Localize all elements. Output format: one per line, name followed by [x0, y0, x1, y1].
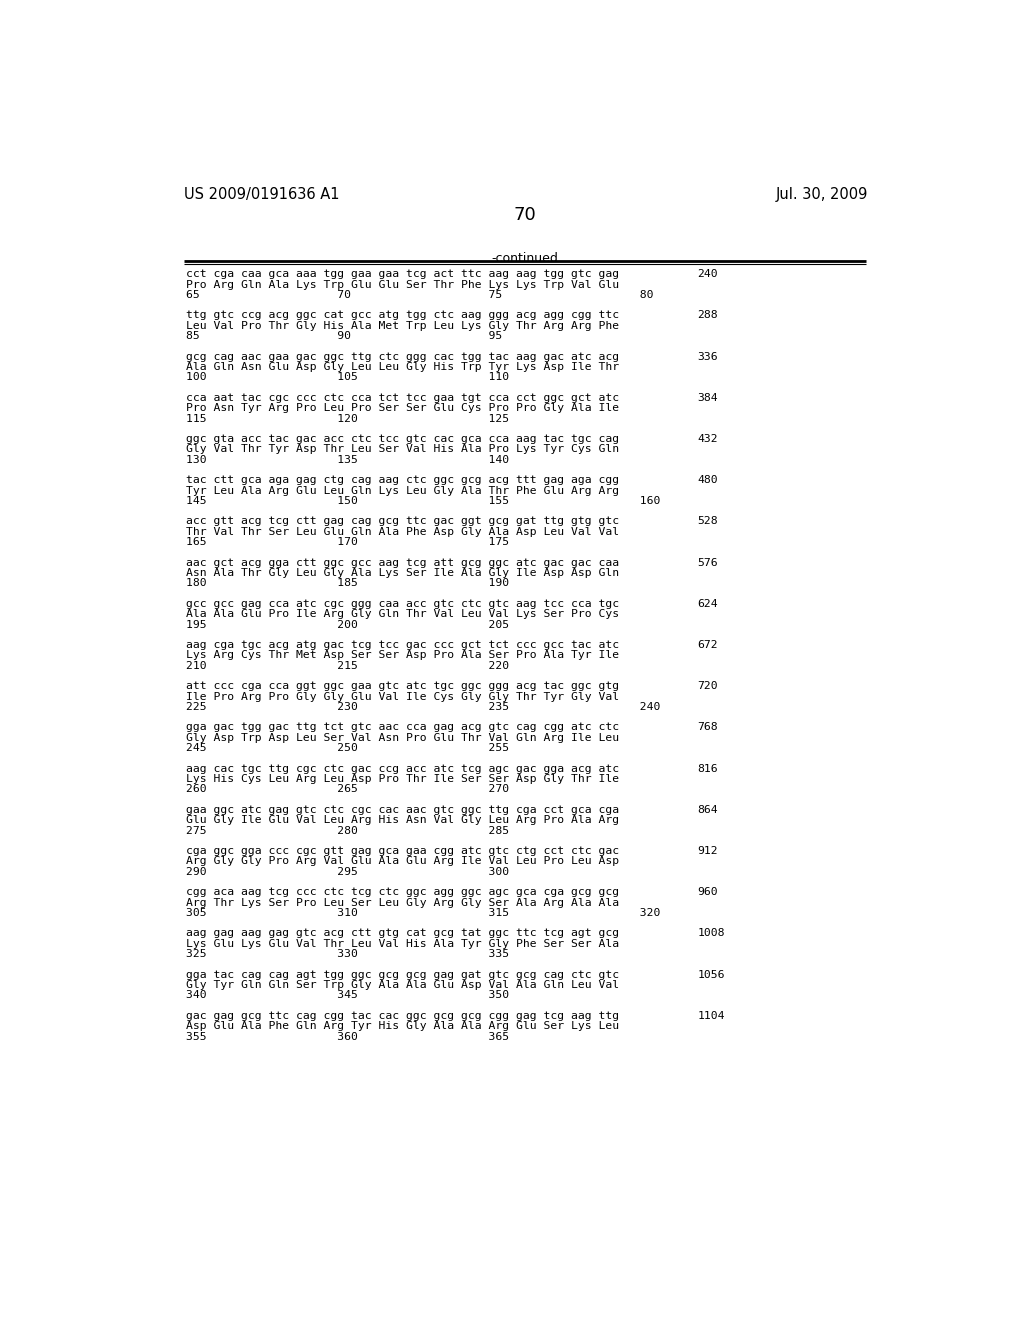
Text: gaa ggc atc gag gtc ctc cgc cac aac gtc ggc ttg cga cct gca cga: gaa ggc atc gag gtc ctc cgc cac aac gtc … [186, 805, 620, 814]
Text: 1008: 1008 [697, 928, 725, 939]
Text: Ala Ala Glu Pro Ile Arg Gly Gln Thr Val Leu Val Lys Ser Pro Cys: Ala Ala Glu Pro Ile Arg Gly Gln Thr Val … [186, 610, 620, 619]
Text: Lys Arg Cys Thr Met Asp Ser Ser Asp Pro Ala Ser Pro Ala Tyr Ile: Lys Arg Cys Thr Met Asp Ser Ser Asp Pro … [186, 651, 620, 660]
Text: 275                   280                   285: 275 280 285 [186, 825, 509, 836]
Text: ggc gta acc tac gac acc ctc tcc gtc cac gca cca aag tac tgc cag: ggc gta acc tac gac acc ctc tcc gtc cac … [186, 434, 620, 444]
Text: aag gag aag gag gtc acg ctt gtg cat gcg tat ggc ttc tcg agt gcg: aag gag aag gag gtc acg ctt gtg cat gcg … [186, 928, 620, 939]
Text: 340                   345                   350: 340 345 350 [186, 990, 509, 1001]
Text: cct cga caa gca aaa tgg gaa gaa tcg act ttc aag aag tgg gtc gag: cct cga caa gca aaa tgg gaa gaa tcg act … [186, 269, 620, 280]
Text: 290                   295                   300: 290 295 300 [186, 867, 509, 876]
Text: 165                   170                   175: 165 170 175 [186, 537, 509, 548]
Text: Tyr Leu Ala Arg Glu Leu Gln Lys Leu Gly Ala Thr Phe Glu Arg Arg: Tyr Leu Ala Arg Glu Leu Gln Lys Leu Gly … [186, 486, 620, 495]
Text: 960: 960 [697, 887, 718, 898]
Text: 384: 384 [697, 393, 718, 403]
Text: aag cac tgc ttg cgc ctc gac ccg acc atc tcg agc gac gga acg atc: aag cac tgc ttg cgc ctc gac ccg acc atc … [186, 763, 620, 774]
Text: 225                   230                   235                   240: 225 230 235 240 [186, 702, 660, 711]
Text: 912: 912 [697, 846, 718, 855]
Text: Jul. 30, 2009: Jul. 30, 2009 [776, 187, 868, 202]
Text: 432: 432 [697, 434, 718, 444]
Text: 768: 768 [697, 722, 718, 733]
Text: 245                   250                   255: 245 250 255 [186, 743, 509, 754]
Text: Ile Pro Arg Pro Gly Gly Glu Val Ile Cys Gly Gly Thr Tyr Gly Val: Ile Pro Arg Pro Gly Gly Glu Val Ile Cys … [186, 692, 620, 702]
Text: Pro Arg Gln Ala Lys Trp Glu Glu Ser Thr Phe Lys Lys Trp Val Glu: Pro Arg Gln Ala Lys Trp Glu Glu Ser Thr … [186, 280, 620, 289]
Text: Lys Glu Lys Glu Val Thr Leu Val His Ala Tyr Gly Phe Ser Ser Ala: Lys Glu Lys Glu Val Thr Leu Val His Ala … [186, 939, 620, 949]
Text: 288: 288 [697, 310, 718, 321]
Text: gac gag gcg ttc cag cgg tac cac ggc gcg gcg cgg gag tcg aag ttg: gac gag gcg ttc cag cgg tac cac ggc gcg … [186, 1011, 620, 1020]
Text: 576: 576 [697, 557, 718, 568]
Text: gcc gcc gag cca atc cgc ggg caa acc gtc ctc gtc aag tcc cca tgc: gcc gcc gag cca atc cgc ggg caa acc gtc … [186, 599, 620, 609]
Text: Gly Asp Trp Asp Leu Ser Val Asn Pro Glu Thr Val Gln Arg Ile Leu: Gly Asp Trp Asp Leu Ser Val Asn Pro Glu … [186, 733, 620, 743]
Text: att ccc cga cca ggt ggc gaa gtc atc tgc ggc ggg acg tac ggc gtg: att ccc cga cca ggt ggc gaa gtc atc tgc … [186, 681, 620, 692]
Text: 115                   120                   125: 115 120 125 [186, 413, 509, 424]
Text: gcg cag aac gaa gac ggc ttg ctc ggg cac tgg tac aag gac atc acg: gcg cag aac gaa gac ggc ttg ctc ggg cac … [186, 351, 620, 362]
Text: 355                   360                   365: 355 360 365 [186, 1032, 509, 1041]
Text: Lys His Cys Leu Arg Leu Asp Pro Thr Ile Ser Ser Asp Gly Thr Ile: Lys His Cys Leu Arg Leu Asp Pro Thr Ile … [186, 774, 620, 784]
Text: tac ctt gca aga gag ctg cag aag ctc ggc gcg acg ttt gag aga cgg: tac ctt gca aga gag ctg cag aag ctc ggc … [186, 475, 620, 486]
Text: 624: 624 [697, 599, 718, 609]
Text: 70: 70 [513, 206, 537, 224]
Text: cgg aca aag tcg ccc ctc tcg ctc ggc agg ggc agc gca cga gcg gcg: cgg aca aag tcg ccc ctc tcg ctc ggc agg … [186, 887, 620, 898]
Text: ttg gtc ccg acg ggc cat gcc atg tgg ctc aag ggg acg agg cgg ttc: ttg gtc ccg acg ggc cat gcc atg tgg ctc … [186, 310, 620, 321]
Text: 720: 720 [697, 681, 718, 692]
Text: 145                   150                   155                   160: 145 150 155 160 [186, 496, 660, 506]
Text: gga gac tgg gac ttg tct gtc aac cca gag acg gtc cag cgg atc ctc: gga gac tgg gac ttg tct gtc aac cca gag … [186, 722, 620, 733]
Text: 65                    70                    75                    80: 65 70 75 80 [186, 290, 653, 300]
Text: 325                   330                   335: 325 330 335 [186, 949, 509, 960]
Text: 85                    90                    95: 85 90 95 [186, 331, 503, 342]
Text: Thr Val Thr Ser Leu Glu Gln Ala Phe Asp Gly Ala Asp Leu Val Val: Thr Val Thr Ser Leu Glu Gln Ala Phe Asp … [186, 527, 620, 537]
Text: acc gtt acg tcg ctt gag cag gcg ttc gac ggt gcg gat ttg gtg gtc: acc gtt acg tcg ctt gag cag gcg ttc gac … [186, 516, 620, 527]
Text: 195                   200                   205: 195 200 205 [186, 619, 509, 630]
Text: 336: 336 [697, 351, 718, 362]
Text: 100                   105                   110: 100 105 110 [186, 372, 509, 383]
Text: 180                   185                   190: 180 185 190 [186, 578, 509, 589]
Text: cca aat tac cgc ccc ctc cca tct tcc gaa tgt cca cct ggc gct atc: cca aat tac cgc ccc ctc cca tct tcc gaa … [186, 393, 620, 403]
Text: Arg Gly Gly Pro Arg Val Glu Ala Glu Arg Ile Val Leu Pro Leu Asp: Arg Gly Gly Pro Arg Val Glu Ala Glu Arg … [186, 857, 620, 866]
Text: US 2009/0191636 A1: US 2009/0191636 A1 [183, 187, 339, 202]
Text: Ala Gln Asn Glu Asp Gly Leu Leu Gly His Trp Tyr Lys Asp Ile Thr: Ala Gln Asn Glu Asp Gly Leu Leu Gly His … [186, 362, 620, 372]
Text: 1056: 1056 [697, 970, 725, 979]
Text: -continued: -continued [492, 252, 558, 265]
Text: 130                   135                   140: 130 135 140 [186, 455, 509, 465]
Text: 816: 816 [697, 763, 718, 774]
Text: Asn Ala Thr Gly Leu Gly Ala Lys Ser Ile Ala Gly Ile Asp Asp Gln: Asn Ala Thr Gly Leu Gly Ala Lys Ser Ile … [186, 568, 620, 578]
Text: 240: 240 [697, 269, 718, 280]
Text: 210                   215                   220: 210 215 220 [186, 661, 509, 671]
Text: 480: 480 [697, 475, 718, 486]
Text: Asp Glu Ala Phe Gln Arg Tyr His Gly Ala Ala Arg Glu Ser Lys Leu: Asp Glu Ala Phe Gln Arg Tyr His Gly Ala … [186, 1022, 620, 1031]
Text: 305                   310                   315                   320: 305 310 315 320 [186, 908, 660, 917]
Text: Arg Thr Lys Ser Pro Leu Ser Leu Gly Arg Gly Ser Ala Arg Ala Ala: Arg Thr Lys Ser Pro Leu Ser Leu Gly Arg … [186, 898, 620, 908]
Text: aac gct acg gga ctt ggc gcc aag tcg att gcg ggc atc gac gac caa: aac gct acg gga ctt ggc gcc aag tcg att … [186, 557, 620, 568]
Text: aag cga tgc acg atg gac tcg tcc gac ccc gct tct ccc gcc tac atc: aag cga tgc acg atg gac tcg tcc gac ccc … [186, 640, 620, 649]
Text: Glu Gly Ile Glu Val Leu Arg His Asn Val Gly Leu Arg Pro Ala Arg: Glu Gly Ile Glu Val Leu Arg His Asn Val … [186, 816, 620, 825]
Text: Gly Tyr Gln Gln Ser Trp Gly Ala Ala Glu Asp Val Ala Gln Leu Val: Gly Tyr Gln Gln Ser Trp Gly Ala Ala Glu … [186, 979, 620, 990]
Text: 1104: 1104 [697, 1011, 725, 1020]
Text: gga tac cag cag agt tgg ggc gcg gcg gag gat gtc gcg cag ctc gtc: gga tac cag cag agt tgg ggc gcg gcg gag … [186, 970, 620, 979]
Text: 672: 672 [697, 640, 718, 649]
Text: cga ggc gga ccc cgc gtt gag gca gaa cgg atc gtc ctg cct ctc gac: cga ggc gga ccc cgc gtt gag gca gaa cgg … [186, 846, 620, 855]
Text: 864: 864 [697, 805, 718, 814]
Text: Gly Val Thr Tyr Asp Thr Leu Ser Val His Ala Pro Lys Tyr Cys Gln: Gly Val Thr Tyr Asp Thr Leu Ser Val His … [186, 445, 620, 454]
Text: Leu Val Pro Thr Gly His Ala Met Trp Leu Lys Gly Thr Arg Arg Phe: Leu Val Pro Thr Gly His Ala Met Trp Leu … [186, 321, 620, 331]
Text: 528: 528 [697, 516, 718, 527]
Text: 260                   265                   270: 260 265 270 [186, 784, 509, 795]
Text: Pro Asn Tyr Arg Pro Leu Pro Ser Ser Glu Cys Pro Pro Gly Ala Ile: Pro Asn Tyr Arg Pro Leu Pro Ser Ser Glu … [186, 404, 620, 413]
